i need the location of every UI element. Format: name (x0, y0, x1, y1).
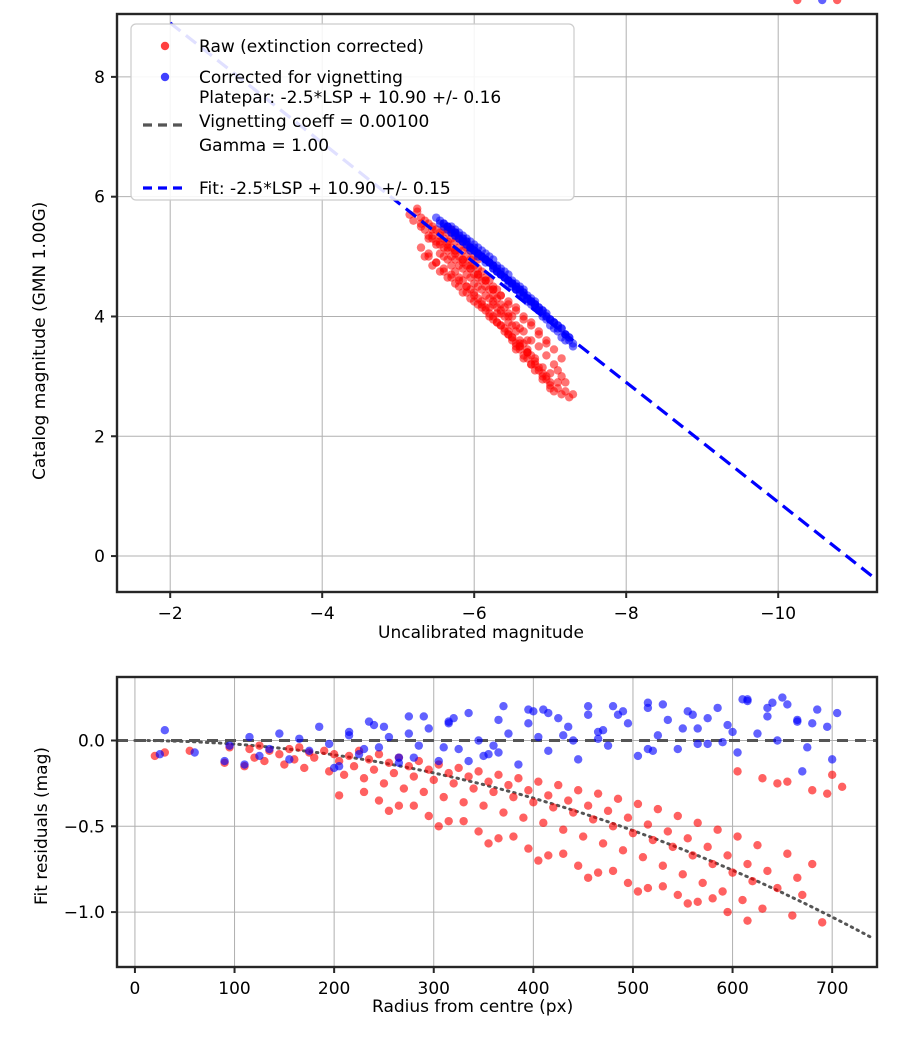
bottom-plot-x-tick-label: 0 (130, 979, 141, 999)
top-plot-y-tick-label: 0 (94, 547, 105, 567)
legend-item-0: Raw (extinction corrected) (160, 37, 424, 57)
top-plot-y-tick-label: 4 (94, 307, 105, 327)
top-plot-series-raw (405, 204, 578, 402)
bottom-plot-x-tick-label: 700 (816, 979, 848, 999)
bottom-plot-x-tick-label: 100 (218, 979, 250, 999)
top-plot-x-tick-label: −6 (462, 604, 487, 624)
bottom-plot-x-tick-label: 300 (418, 979, 450, 999)
bottom-plot-x-tick-label: 600 (716, 979, 748, 999)
top-plot-x-axis-label: Uncalibrated magnitude (378, 623, 584, 643)
top-plot-y-tick-label: 6 (94, 188, 105, 208)
bottom-plot-x-axis-label: Radius from centre (px) (372, 997, 574, 1017)
top-scatter-plot: −2 −4 −6 −8 −10 0 2 4 6 8 Raw (extinction correcte… (94, 12, 879, 624)
top-plot-ticks: −2 −4 −6 −8 −10 0 2 4 6 8 (94, 68, 796, 624)
top-plot-x-tick-label: −4 (310, 604, 335, 624)
top-plot-x-tick-label: −8 (614, 604, 639, 624)
bottom-plot-frame (115, 675, 879, 969)
legend-item-1: Corrected for vignetting (160, 68, 403, 88)
bottom-plot-x-tick-label: 500 (617, 979, 649, 999)
top-plot-y-tick-label: 8 (94, 68, 105, 88)
bottom-plot-ticks: 0 100 200 300 400 500 600 700 0.0 −0.5 −1.0 (64, 731, 849, 999)
bottom-plot-y-tick-label: −1.0 (64, 903, 105, 923)
legend-label: Raw (extinction corrected) (199, 37, 424, 57)
top-plot-series-corrected (432, 213, 578, 351)
legend-label: Corrected for vignetting (199, 68, 403, 88)
bottom-plot-x-tick-label: 400 (517, 979, 549, 999)
top-plot-frame (115, 12, 879, 594)
legend-box (130, 23, 575, 201)
legend-marker-dot (160, 72, 170, 82)
bottom-plot-series-corrected (155, 0, 842, 776)
legend: Raw (extinction corrected) Corrected for … (130, 23, 575, 201)
legend-label: Fit: -2.5*LSP + 10.90 +/- 0.15 (199, 179, 451, 199)
legend-label: Vignetting coeff = 0.00100 (199, 112, 429, 132)
legend-label: Gamma = 1.00 (199, 136, 329, 156)
bottom-plot-y-axis-label: Fit residuals (mag) (32, 747, 52, 905)
top-plot-x-tick-label: −2 (158, 604, 183, 624)
top-plot-x-tick-label: −10 (760, 604, 796, 624)
legend-item-2: Platepar: -2.5*LSP + 10.90 +/- 0.16 Vigne… (143, 88, 501, 156)
legend-marker-dot (160, 41, 170, 51)
top-plot-y-tick-label: 2 (94, 427, 105, 447)
legend-item-3: Fit: -2.5*LSP + 10.90 +/- 0.15 (143, 179, 451, 199)
legend-label: Platepar: -2.5*LSP + 10.90 +/- 0.16 (199, 88, 501, 108)
bottom-plot-y-tick-label: 0.0 (78, 731, 105, 751)
bottom-plot-x-tick-label: 200 (318, 979, 350, 999)
bottom-plot-y-tick-label: −0.5 (64, 817, 105, 837)
